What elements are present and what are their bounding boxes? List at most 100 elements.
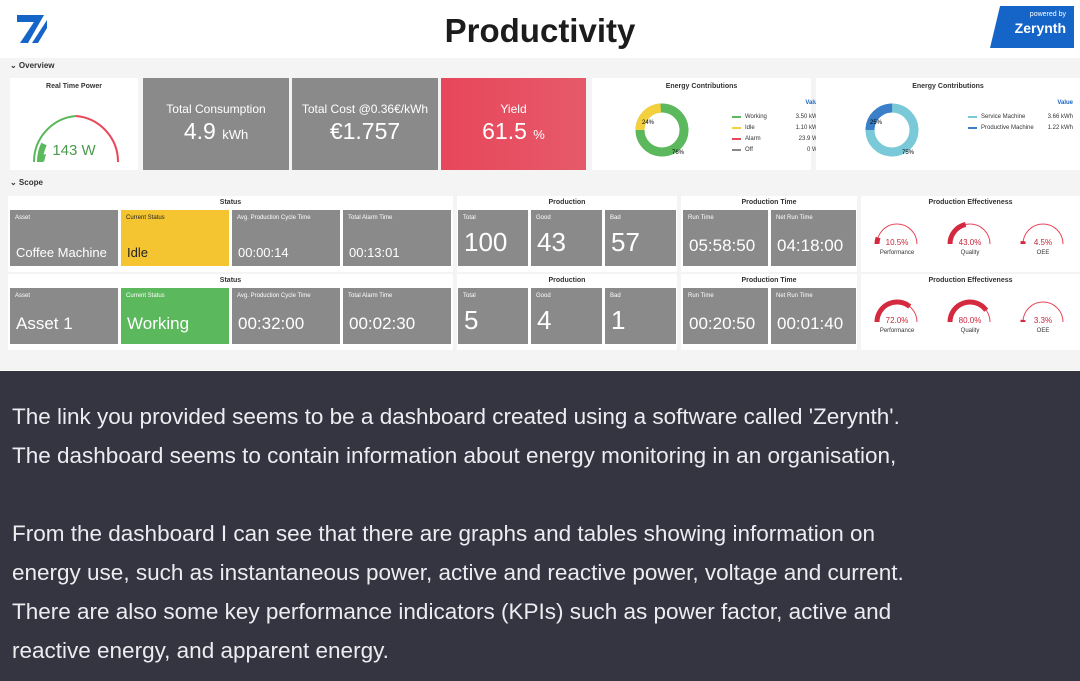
asset-tile-value: Asset 1 (16, 314, 73, 333)
avg-cycle-time-tile: Avg. Production Cycle Time 00:00:14 (232, 210, 340, 266)
status-title: Status (219, 277, 242, 284)
production-good-tile-value: 4 (537, 305, 552, 335)
quality-gauge-fill (947, 222, 967, 245)
total-alarm-time-tile-label: Total Alarm Time (348, 293, 393, 299)
chat-response: The link you provided seems to be a dash… (0, 371, 1080, 681)
total-alarm-time-tile-label: Total Alarm Time (348, 215, 393, 221)
production-time-title: Production Time (741, 199, 797, 206)
net-run-time-tile: Net Run Time 00:01:40 (771, 288, 856, 344)
total-consumption-label: Total Consumption (166, 102, 266, 116)
legend-item[interactable]: Productive Machine 1.22 kWh (968, 122, 1073, 133)
avg-cycle-time-tile-label: Avg. Production Cycle Time (237, 215, 311, 221)
production-title: Production (548, 199, 586, 206)
total-alarm-time-tile-value: 00:02:30 (349, 314, 416, 333)
avg-cycle-time-tile-value: 00:32:00 (238, 314, 305, 333)
production-effectiveness-panel: Production Effectiveness 72.0% Performance… (861, 274, 1080, 350)
net-run-time-tile-value: 00:01:40 (777, 314, 844, 333)
chat-line: From the dashboard I can see that there … (12, 521, 876, 546)
legend-item[interactable]: Service Machine 3.66 kWh (968, 111, 1073, 122)
legend-item[interactable]: Working 3.50 kWh (732, 111, 821, 122)
zerynth-logo-icon (17, 15, 47, 43)
energy-contributions-panel-2: Energy Contributions 25% 75% Value Servi… (816, 78, 1080, 170)
legend-value-header: Value (805, 100, 821, 106)
asset-tile: Asset Coffee Machine (10, 210, 118, 266)
real-time-power-panel: Real Time Power 143 W (10, 78, 138, 170)
energy-contributions-title-1: Energy Contributions (665, 83, 738, 90)
production-good-tile-label: Good (536, 293, 551, 299)
asset-tile-label: Asset (15, 293, 31, 299)
chat-line: The dashboard seems to contain informati… (12, 443, 897, 468)
energy-donut-2 (865, 103, 919, 157)
quality-gauge (947, 222, 991, 245)
quality-label: Quality (960, 328, 980, 334)
oee-gauge (1020, 223, 1064, 245)
production-total-tile-label: Total (463, 215, 476, 221)
current-status-tile: Current Status Idle (121, 210, 229, 266)
scope-section-toggle[interactable]: ⌄ Scope (10, 178, 43, 187)
run-time-tile-label: Run Time (688, 293, 714, 299)
production-bad-tile: Bad 57 (605, 210, 676, 266)
current-status-tile-label: Current Status (126, 293, 165, 299)
production-bad-tile-value: 57 (611, 227, 640, 257)
production-title: Production (548, 277, 586, 284)
performance-label: Performance (879, 328, 915, 334)
avg-cycle-time-tile-label: Avg. Production Cycle Time (237, 293, 311, 299)
current-status-tile-value: Idle (127, 245, 148, 260)
production-effectiveness-title: Production Effectiveness (928, 277, 1013, 284)
production-total-tile: Total 100 (458, 210, 528, 266)
gauge-needle-icon (38, 154, 46, 162)
performance-gauge (874, 223, 918, 245)
page-title: Productivity (444, 12, 636, 49)
dashboard: Productivity powered by Zerynth ⌄ Overvi… (0, 0, 1080, 370)
overview-section-toggle[interactable]: ⌄ Overview (10, 61, 55, 70)
oee-label: OEE (1036, 328, 1050, 334)
asset-tile-label: Asset (15, 215, 31, 221)
total-alarm-time-tile: Total Alarm Time 00:13:01 (343, 210, 451, 266)
performance-gauge-fill (874, 236, 881, 245)
production-good-tile-label: Good (536, 215, 551, 221)
energy-donut-1 (635, 103, 689, 157)
run-time-tile-label: Run Time (688, 215, 714, 221)
legend-item[interactable]: Idle 1.10 kWh (732, 122, 821, 133)
current-status-tile-value: Working (127, 314, 190, 333)
production-total-tile: Total 5 (458, 288, 528, 344)
total-cost-label: Total Cost @0.36€/kWh (301, 102, 429, 116)
production-good-tile-value: 43 (537, 227, 566, 257)
production-total-tile-value: 5 (464, 305, 479, 335)
energy-legend-2: Value Service Machine 3.66 kWh Productive… (968, 100, 1073, 133)
status-title: Status (219, 199, 242, 206)
total-consumption-tile: Total Consumption 4.9 kWh (143, 78, 289, 170)
run-time-tile: Run Time 05:58:50 (683, 210, 768, 266)
total-cost-tile: Total Cost @0.36€/kWh €1.757 (292, 78, 438, 170)
power-gauge (32, 115, 120, 163)
oee-gauge (1020, 301, 1064, 323)
brand-badge[interactable]: powered by Zerynth (990, 6, 1074, 48)
production-effectiveness-panel: Production Effectiveness 10.5% Performance… (861, 196, 1080, 272)
current-status-tile-label: Current Status (126, 215, 165, 221)
production-bad-tile-value: 1 (611, 305, 626, 335)
yield-value: 61.5 % (482, 118, 545, 144)
oee-label: OEE (1036, 250, 1050, 256)
legend-item[interactable]: Off 0 Wh (732, 144, 821, 155)
production-time-title: Production Time (741, 277, 797, 284)
total-alarm-time-tile: Total Alarm Time 00:02:30 (343, 288, 451, 344)
run-time-tile-value: 00:20:50 (689, 314, 756, 333)
performance-label: Performance (879, 250, 915, 256)
legend-value-header: Value (1057, 100, 1073, 106)
performance-value: 10.5% (885, 238, 909, 247)
production-total-tile-label: Total (463, 293, 476, 299)
oee-value: 3.3% (1033, 316, 1053, 325)
total-alarm-time-tile-value: 00:13:01 (349, 245, 400, 260)
chat-line: reactive energy, and apparent energy. (12, 638, 389, 663)
donut-1-pct-a: 24% (642, 120, 655, 126)
net-run-time-tile-label: Net Run Time (776, 215, 813, 221)
real-time-power-value: 143 W (52, 142, 96, 159)
production-good-tile: Good 4 (531, 288, 602, 344)
energy-contributions-title-2: Energy Contributions (912, 83, 984, 90)
brand-name: Zerynth (1014, 20, 1066, 36)
performance-gauge-fill (874, 299, 912, 323)
avg-cycle-time-tile-value: 00:00:14 (238, 245, 289, 260)
legend-item[interactable]: Alarm 23.9 Wh (732, 133, 821, 144)
production-effectiveness-title: Production Effectiveness (928, 199, 1013, 206)
run-time-tile-value: 05:58:50 (689, 236, 756, 255)
